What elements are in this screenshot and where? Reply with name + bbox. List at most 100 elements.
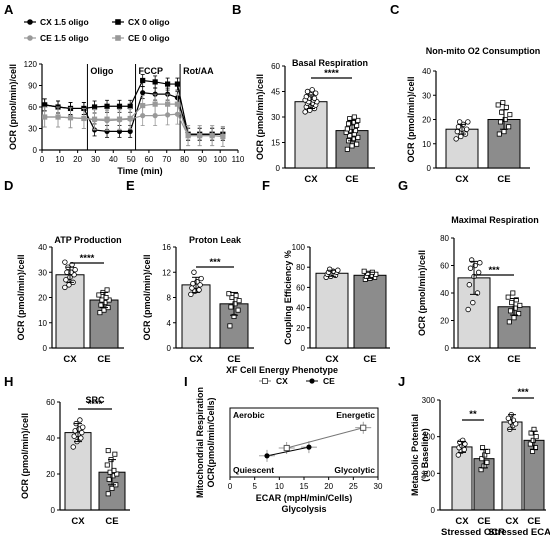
x-tick-label: 30 xyxy=(91,155,100,164)
panel-G: 0 20 40 60 80 OCR (pmol/min)/cell Maximal Resp… xyxy=(417,215,539,365)
category-label: CX xyxy=(189,354,203,365)
x-tick-label: 30 xyxy=(374,482,383,491)
data-point xyxy=(101,307,107,313)
category-label: CE xyxy=(497,174,510,185)
y-tick-label: 30 xyxy=(422,91,431,100)
chart-title: XF Cell Energy Phenotype xyxy=(226,365,338,375)
bar-cx xyxy=(181,284,211,349)
y-tick-label: 8 xyxy=(167,294,172,303)
quadrant-label: Quiescent xyxy=(233,465,274,475)
x-tick-label: 10 xyxy=(55,155,64,164)
data-point xyxy=(127,103,133,109)
data-point xyxy=(233,293,239,299)
y-axis-label: OCR (pmol/min)/cell xyxy=(417,250,427,336)
category-label: CX xyxy=(304,174,318,185)
legend-marker xyxy=(262,378,268,384)
data-point xyxy=(140,102,146,109)
y-tick-label: 120 xyxy=(24,60,38,69)
panel-E: 0 4 8 12 16 OCR (pmol/min)/cell Proton Leak CX C… xyxy=(142,235,254,365)
data-point xyxy=(475,269,482,276)
bar-cx xyxy=(315,272,349,349)
y-tick-label: 30 xyxy=(271,113,280,122)
x-tick-label: 70 xyxy=(162,155,171,164)
data-point xyxy=(152,79,158,85)
panel-label-A: A xyxy=(4,2,14,17)
data-point xyxy=(507,112,513,118)
data-point xyxy=(309,87,315,93)
y-axis-label: Metabolic Potential xyxy=(410,414,420,496)
x-axis-label-2: Glycolysis xyxy=(281,504,326,514)
data-point xyxy=(55,114,61,120)
y-tick-label: 0 xyxy=(301,344,306,353)
data-point xyxy=(264,453,270,459)
y-axis-label: OCR (pmol/min)/cell xyxy=(142,254,152,340)
data-point xyxy=(283,444,290,452)
phase-label: FCCP xyxy=(139,66,164,76)
data-point xyxy=(99,297,105,303)
category-label: CX xyxy=(71,516,85,527)
data-point xyxy=(127,115,133,122)
data-point xyxy=(152,101,158,107)
y-tick-label: 4 xyxy=(167,319,172,328)
data-point xyxy=(81,115,87,122)
data-point xyxy=(506,319,512,325)
y-tick-label: 40 xyxy=(440,289,449,298)
y-tick-label: 60 xyxy=(28,103,37,112)
quadrant-label: Energetic xyxy=(336,410,375,420)
panel-label-I: I xyxy=(184,374,188,389)
y-axis-label: Mitochondrial Respiration xyxy=(195,387,205,498)
data-point xyxy=(197,282,203,288)
significance-label: ** xyxy=(469,409,477,420)
panel-B: 0 15 30 45 60 OCR (pmol/min)/cell Basal Respir… xyxy=(255,58,375,185)
series-line xyxy=(44,79,223,135)
significance-label: **** xyxy=(80,253,95,264)
panel-label-E: E xyxy=(126,178,135,193)
group-label: Stressed ECAR xyxy=(488,527,550,538)
data-point xyxy=(470,299,476,306)
x-tick-label: 20 xyxy=(73,155,82,164)
category-label: CE xyxy=(345,174,358,185)
category-label: CX xyxy=(467,354,481,365)
significance-label: **** xyxy=(324,68,339,79)
legend-marker xyxy=(27,35,33,41)
data-point xyxy=(505,415,512,422)
y-tick-label: 0 xyxy=(51,506,56,515)
y-tick-label: 60 xyxy=(296,283,305,292)
panel-label-F: F xyxy=(262,178,270,193)
y-tick-label: 60 xyxy=(271,62,280,71)
data-point xyxy=(227,323,233,329)
y-tick-label: 20 xyxy=(422,116,431,125)
data-point xyxy=(188,291,194,298)
quadrant-label: Glycolytic xyxy=(334,465,375,475)
data-point xyxy=(209,133,215,139)
data-point xyxy=(527,441,533,447)
data-point xyxy=(326,266,333,272)
data-point xyxy=(335,267,341,273)
y-tick-label: 0 xyxy=(276,164,281,173)
data-point xyxy=(482,452,488,458)
category-label: CE xyxy=(363,354,376,365)
series-line xyxy=(286,427,364,449)
data-point xyxy=(62,259,68,265)
panel-C: 0 10 20 30 40 OCR (pmol/min)/cell Non-mito O2 … xyxy=(406,46,540,185)
data-point xyxy=(236,298,242,304)
panel-label-D: D xyxy=(4,178,13,193)
data-point xyxy=(165,81,171,87)
bar-cx xyxy=(64,432,92,511)
panel-I: 0 5 10 15 20 25 30 XF Cell Energy Phenotype ECAR… xyxy=(195,365,383,514)
bar-cx xyxy=(451,446,473,511)
y-tick-label: 0 xyxy=(167,344,172,353)
chart-title: Non-mito O2 Consumption xyxy=(426,46,541,56)
x-tick-label: 50 xyxy=(127,155,136,164)
y-tick-label: 30 xyxy=(38,268,47,277)
data-point xyxy=(512,305,518,311)
series-line xyxy=(44,103,223,137)
y-axis-label: OCR (pmol/min)/cell xyxy=(255,74,265,160)
legend-label: CX 0 oligo xyxy=(128,17,170,27)
data-point xyxy=(112,451,118,457)
chart-title: Proton Leak xyxy=(189,235,242,245)
x-tick-label: 60 xyxy=(144,155,153,164)
y-tick-label: 10 xyxy=(422,140,431,149)
